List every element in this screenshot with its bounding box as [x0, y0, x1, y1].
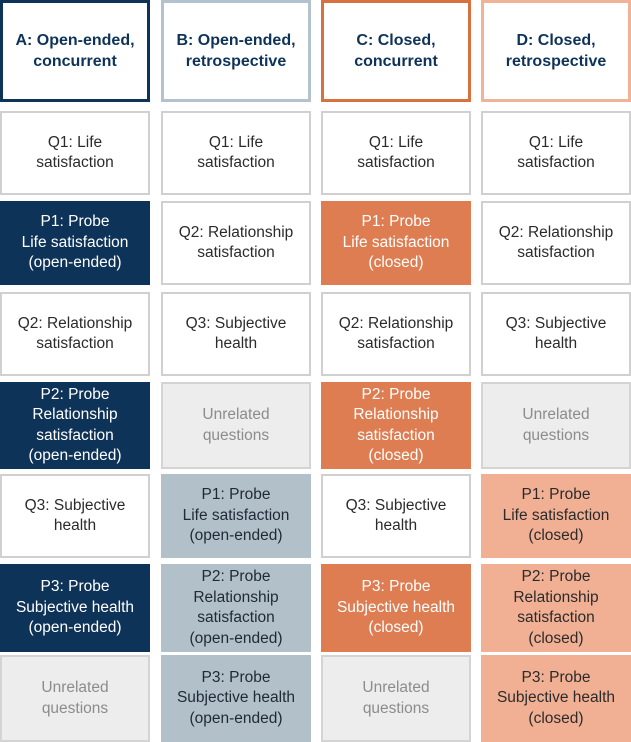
question-box: Q3: Subjective health	[321, 474, 471, 558]
probe-box: P3: Probe Subjective health (open-ended)	[161, 655, 311, 742]
question-box: Q2: Relationship satisfaction	[321, 292, 471, 376]
question-label: Q2: Relationship satisfaction	[338, 314, 454, 353]
probe-label: P3: Probe Subjective health (open-ended)	[15, 578, 135, 637]
question-label: Q1: Life satisfaction	[517, 133, 595, 172]
probe-box: P1: Probe Life satisfaction (open-ended)	[161, 474, 311, 558]
probe-label: P3: Probe Subjective health (open-ended)	[176, 668, 296, 727]
probe-box: P2: Probe Relationship satisfaction (clo…	[321, 382, 471, 469]
probe-label: P1: Probe Life satisfaction (closed)	[502, 486, 610, 545]
unrelated-box: Unrelated questions	[0, 655, 150, 742]
unrelated-label: Unrelated questions	[202, 406, 270, 444]
probe-label: P3: Probe Subjective health (closed)	[336, 578, 456, 637]
probe-label: P2: Probe Relationship satisfaction (clo…	[353, 385, 439, 465]
question-label: Q3: Subjective health	[185, 314, 287, 353]
probe-label: P2: Probe Relationship satisfaction (clo…	[513, 568, 599, 647]
column-header-b: B: Open-ended, retrospective	[161, 0, 311, 102]
column-header-c: C: Closed, concurrent	[321, 0, 471, 102]
unrelated-box: Unrelated questions	[321, 655, 471, 742]
question-box: Q2: Relationship satisfaction	[161, 201, 311, 285]
question-box: Q1: Life satisfaction	[0, 111, 150, 195]
question-box: Q3: Subjective health	[481, 292, 631, 376]
question-label: Q3: Subjective health	[24, 496, 126, 535]
probe-box: P3: Probe Subjective health (open-ended)	[0, 564, 150, 652]
probe-box: P1: Probe Life satisfaction (closed)	[481, 474, 631, 558]
question-box: Q2: Relationship satisfaction	[481, 201, 631, 285]
column-header-label: B: Open-ended, retrospective	[176, 32, 296, 70]
unrelated-label: Unrelated questions	[362, 679, 430, 717]
unrelated-label: Unrelated questions	[41, 679, 109, 717]
unrelated-box: Unrelated questions	[481, 382, 631, 469]
probe-box: P1: Probe Life satisfaction (open-ended)	[0, 201, 150, 285]
question-box: Q2: Relationship satisfaction	[0, 292, 150, 376]
question-label: Q2: Relationship satisfaction	[498, 223, 614, 262]
question-box: Q1: Life satisfaction	[481, 111, 631, 195]
question-label: Q3: Subjective health	[345, 496, 447, 535]
question-box: Q3: Subjective health	[161, 292, 311, 376]
question-label: Q2: Relationship satisfaction	[17, 314, 133, 353]
probe-box: P3: Probe Subjective health (closed)	[481, 655, 631, 742]
question-label: Q1: Life satisfaction	[197, 133, 275, 172]
probe-label: P1: Probe Life satisfaction (closed)	[342, 213, 450, 272]
question-box: Q1: Life satisfaction	[321, 111, 471, 195]
probe-label: P1: Probe Life satisfaction (open-ended)	[182, 486, 290, 545]
probe-box: P3: Probe Subjective health (closed)	[321, 564, 471, 652]
unrelated-label: Unrelated questions	[522, 406, 590, 444]
column-header-a: A: Open-ended, concurrent	[0, 0, 150, 102]
probe-box: P2: Probe Relationship satisfaction (clo…	[481, 564, 631, 652]
probe-label: P2: Probe Relationship satisfaction (ope…	[28, 385, 122, 465]
probe-label: P1: Probe Life satisfaction (open-ended)	[21, 213, 129, 272]
question-label: Q1: Life satisfaction	[36, 133, 114, 172]
probe-label: P2: Probe Relationship satisfaction (ope…	[189, 568, 283, 647]
column-header-label: C: Closed, concurrent	[354, 32, 438, 70]
probe-label: P3: Probe Subjective health (closed)	[496, 668, 616, 727]
question-box: Q3: Subjective health	[0, 474, 150, 558]
column-header-label: A: Open-ended, concurrent	[15, 32, 135, 70]
unrelated-box: Unrelated questions	[161, 382, 311, 469]
probe-box: P2: Probe Relationship satisfaction (ope…	[161, 564, 311, 652]
question-label: Q2: Relationship satisfaction	[178, 223, 294, 262]
probe-box: P1: Probe Life satisfaction (closed)	[321, 201, 471, 285]
question-label: Q1: Life satisfaction	[357, 133, 435, 172]
column-header-d: D: Closed, retrospective	[481, 0, 631, 102]
question-label: Q3: Subjective health	[505, 314, 607, 353]
question-box: Q1: Life satisfaction	[161, 111, 311, 195]
column-header-label: D: Closed, retrospective	[505, 32, 607, 70]
probe-box: P2: Probe Relationship satisfaction (ope…	[0, 382, 150, 469]
